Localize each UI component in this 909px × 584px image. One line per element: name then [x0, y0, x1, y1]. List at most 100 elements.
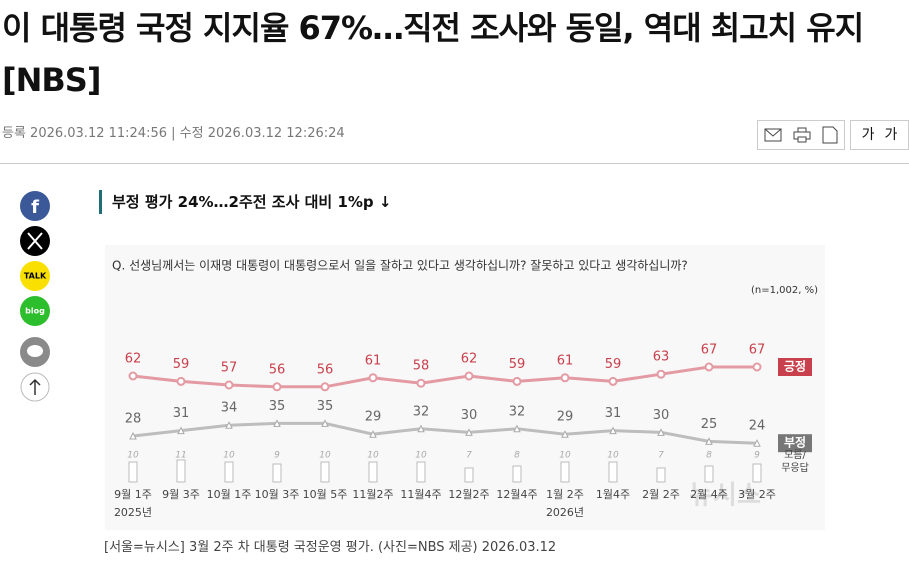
data-label: 34 [221, 401, 238, 416]
caption: [서울=뉴시스] 3월 2주 차 대통령 국정운영 평가. (사진=NBS 제공… [104, 540, 557, 555]
data-label: 62 [125, 352, 142, 367]
subtitle: 부정 평가 24%…2주전 조사 대비 1%p ↓ [99, 190, 391, 214]
bar [272, 463, 282, 483]
divider [0, 163, 909, 164]
point [128, 371, 138, 381]
point [752, 362, 762, 372]
point [704, 362, 714, 372]
modified: 수정 2026.03.12 12:26:24 [179, 126, 345, 141]
data-label: 29 [365, 410, 382, 425]
registered: 등록 2026.03.12 11:24:56 [2, 126, 168, 141]
headline: 이 대통령 국정 지지율 67%…직전 조사와 동일, 역대 최고치 유지[NB… [2, 9, 864, 99]
point [560, 373, 570, 383]
font-smaller[interactable]: 가 [861, 127, 875, 143]
point [465, 428, 473, 436]
social-icons[interactable]: f TALK blog [20, 191, 50, 402]
x-label: 9월 3주 [162, 488, 200, 501]
data-label: 25 [701, 417, 718, 432]
point [464, 371, 474, 381]
data-label: 56 [317, 362, 334, 377]
data-label: 35 [317, 399, 334, 414]
data-label: 10 [319, 451, 331, 461]
x-label: 9월 1주 [114, 488, 152, 501]
point [129, 431, 137, 440]
bar [224, 461, 234, 483]
data-label: 10 [415, 451, 427, 461]
x-label: 2월 2주 [642, 488, 680, 501]
data-label: 8 [514, 451, 520, 461]
data-label: 35 [269, 399, 286, 414]
legend-tag [778, 358, 812, 376]
x-label: 11월4주 [400, 488, 441, 501]
point [656, 369, 666, 379]
legend-label: 긍정 [784, 359, 806, 374]
x-label: 1월4주 [596, 488, 630, 501]
share-tools[interactable] [757, 120, 845, 150]
timestamps: 등록 2026.03.12 11:24:56 | 수정 2026.03.12 1… [2, 126, 345, 141]
data-label: 11 [175, 451, 186, 461]
bar [320, 461, 330, 483]
data-label: 59 [509, 357, 526, 372]
x-label: 1월 2주 [546, 488, 584, 501]
print-icon[interactable] [793, 127, 811, 143]
point [657, 428, 665, 436]
x-label: 11월2주 [352, 488, 393, 501]
note: (n=1,002, %) [751, 285, 818, 296]
data-label: 8 [706, 451, 712, 461]
data-label: 10 [607, 451, 619, 461]
point [272, 382, 282, 392]
legend-label: 무응답 [781, 462, 809, 474]
mail-icon[interactable] [764, 128, 782, 142]
point [225, 421, 233, 429]
data-label: 10 [223, 451, 235, 461]
point [609, 426, 617, 435]
data-label: 24 [749, 419, 766, 434]
series-line [132, 421, 758, 445]
bar [512, 465, 522, 483]
data-label: 67 [701, 343, 718, 358]
pdf-icon[interactable] [822, 126, 838, 144]
point [368, 373, 378, 383]
data-label: 7 [658, 451, 664, 461]
font-larger[interactable]: 가 [884, 127, 898, 143]
data-label: 30 [653, 408, 670, 423]
point [321, 419, 329, 427]
data-label: 9 [754, 451, 760, 461]
data-label: 9 [274, 451, 280, 461]
bar [128, 461, 138, 483]
bar [752, 463, 762, 483]
data-label: 10 [367, 451, 379, 461]
x-label: 2월 4주 [690, 488, 728, 501]
point [705, 437, 713, 445]
bar [560, 461, 570, 483]
watermark: 뉴시스 [689, 481, 761, 511]
data-label: 31 [173, 406, 190, 421]
point [512, 376, 522, 386]
data-label: 59 [605, 357, 622, 372]
point [417, 424, 425, 433]
legend-tag [778, 434, 812, 453]
point [177, 426, 185, 435]
point [273, 419, 281, 427]
x-label: 12월4주 [496, 488, 537, 501]
x-label: 3월 2주 [738, 488, 776, 501]
year-label: 2025년 [114, 506, 152, 519]
data-label: 61 [365, 353, 382, 368]
x-label: 10월 3주 [255, 488, 300, 501]
x-label: 12월2주 [448, 488, 489, 501]
blog-label[interactable]: blog [25, 307, 45, 316]
data-label: 31 [605, 406, 622, 421]
data-label: 10 [559, 451, 571, 461]
x-label: 10월 5주 [303, 488, 348, 501]
bar [176, 459, 186, 483]
data-label: 59 [173, 357, 190, 372]
kakao-label[interactable]: TALK [24, 272, 47, 281]
point [416, 378, 426, 388]
data-label: 32 [509, 404, 526, 419]
x-label: 10월 1주 [207, 488, 252, 501]
data-label: 56 [269, 362, 286, 377]
point [513, 424, 521, 433]
data-label: 29 [557, 410, 574, 425]
